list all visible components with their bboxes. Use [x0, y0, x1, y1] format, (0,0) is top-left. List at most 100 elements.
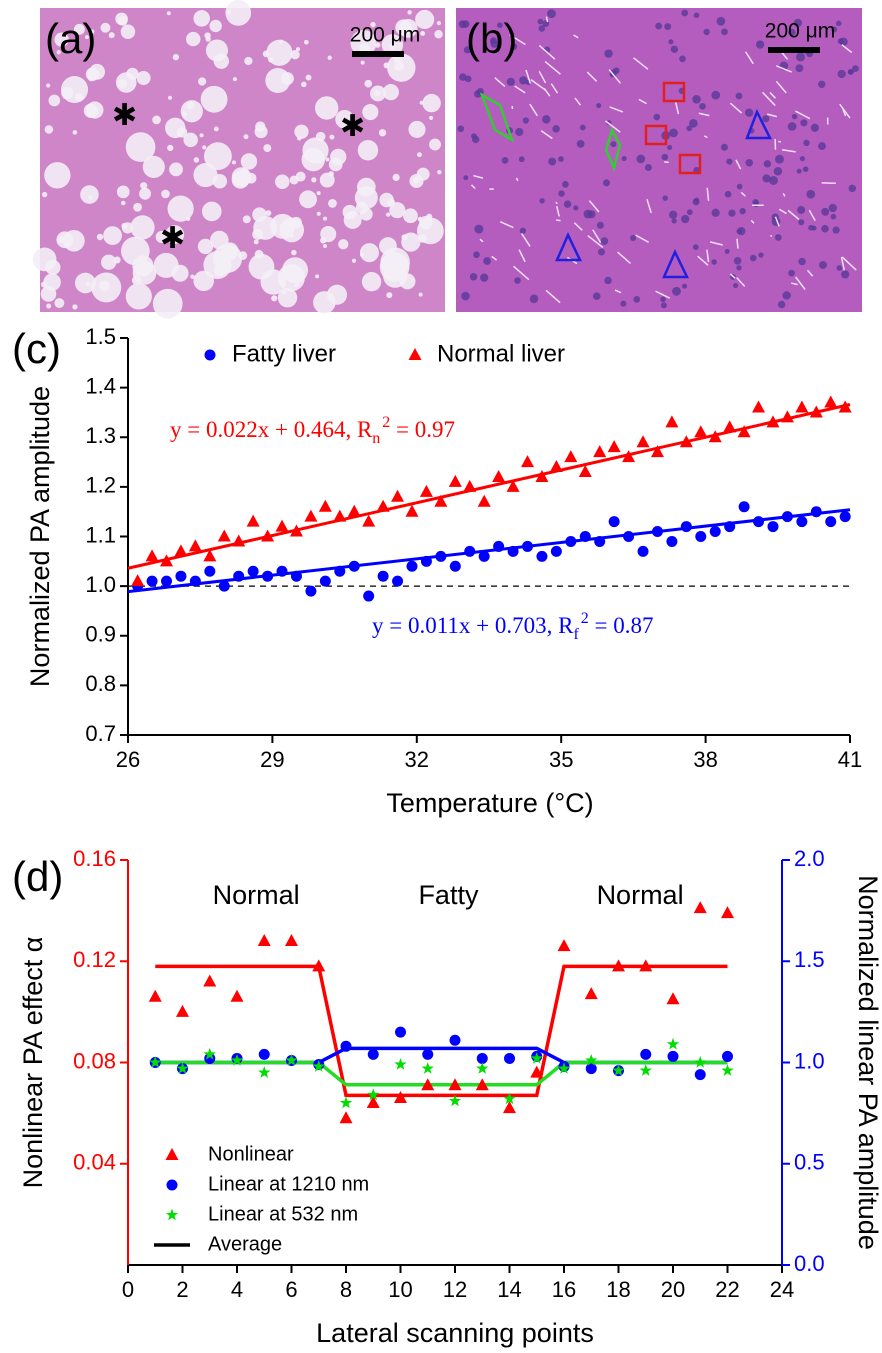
nucleus: [839, 37, 848, 46]
point: [394, 1058, 407, 1070]
diamond: [479, 92, 515, 143]
droplet: [291, 249, 297, 256]
point: [721, 1064, 734, 1076]
nucleus: [668, 39, 674, 45]
nucleus: [552, 125, 560, 133]
nucleus: [711, 259, 717, 265]
point: [639, 1064, 652, 1076]
point: [189, 575, 201, 587]
sinusoid: [806, 269, 814, 277]
point: [419, 484, 433, 497]
nucleus: [832, 226, 840, 234]
droplet: [279, 39, 284, 44]
droplet: [212, 174, 228, 189]
nucleus: [679, 55, 686, 63]
droplet: [58, 236, 65, 243]
droplet: [320, 226, 337, 243]
droplet: [394, 60, 405, 71]
x-tick-label: 10: [388, 1277, 412, 1302]
droplet: [152, 115, 161, 125]
droplet: [41, 191, 48, 198]
point: [721, 906, 734, 919]
nucleus: [739, 207, 746, 215]
x-tick-label: 35: [549, 747, 573, 772]
sinusoid: [778, 208, 787, 215]
droplet: [422, 93, 441, 113]
droplet: [120, 24, 136, 40]
sinusoid: [761, 91, 776, 107]
point: [650, 445, 664, 458]
sinusoid: [782, 192, 786, 197]
image-b: (b) 200 μm: [456, 8, 862, 312]
y2-tick-label: 1.5: [794, 947, 825, 972]
droplet: [205, 39, 228, 62]
droplet: [209, 19, 222, 33]
droplet: [140, 182, 148, 190]
lipid-droplets: [32, 0, 444, 319]
y-tick-label: 0.04: [73, 1150, 116, 1175]
nucleus: [686, 209, 693, 216]
droplet: [315, 131, 326, 142]
nucleus: [736, 183, 743, 190]
droplet: [179, 127, 185, 133]
point: [464, 545, 476, 557]
point: [391, 489, 405, 502]
droplet: [319, 172, 335, 188]
point: [639, 959, 653, 972]
droplet: [142, 155, 165, 179]
point: [312, 959, 326, 972]
nucleus: [518, 156, 525, 163]
point: [584, 987, 598, 1000]
fit-text: y = 0.011x + 0.703, R: [372, 613, 574, 638]
droplet: [132, 261, 157, 285]
sinusoid: [791, 282, 798, 286]
point: [839, 511, 851, 523]
nucleus: [720, 143, 728, 151]
droplet: [327, 55, 332, 60]
sinusoid: [586, 71, 598, 82]
point: [666, 1037, 680, 1050]
droplet: [240, 153, 258, 170]
nucleus: [716, 16, 726, 26]
x-tick-label: 18: [606, 1277, 630, 1302]
point: [339, 1096, 353, 1109]
nucleus: [510, 43, 518, 50]
legend-marker: [165, 1148, 179, 1160]
nucleus: [837, 69, 846, 79]
droplet: [48, 94, 61, 107]
nucleus: [473, 251, 480, 259]
droplet: [80, 185, 99, 204]
droplet: [202, 145, 207, 150]
y-tick-label: 1.5: [85, 324, 116, 349]
nucleus: [610, 141, 617, 148]
x-tick-label: 26: [116, 747, 140, 772]
nucleus: [479, 273, 489, 282]
nucleus: [782, 291, 791, 300]
nucleus: [699, 102, 706, 110]
droplet: [303, 39, 309, 45]
point: [232, 534, 246, 547]
nucleus: [522, 117, 530, 124]
droplet: [362, 103, 379, 121]
point: [204, 565, 216, 577]
point: [334, 565, 346, 577]
droplet: [420, 31, 426, 36]
point: [131, 574, 145, 587]
sinusoid: [494, 77, 506, 88]
point: [693, 901, 707, 914]
y-tick-label: 1.4: [85, 373, 116, 398]
droplet: [281, 72, 294, 85]
droplet: [44, 125, 54, 134]
panel-label: (d): [12, 853, 63, 900]
sinusoid: [573, 222, 583, 231]
sinusoid: [646, 199, 652, 214]
nucleus: [811, 225, 817, 231]
point: [680, 521, 692, 533]
droplet: [392, 173, 400, 182]
nucleus: [592, 292, 601, 301]
point: [463, 479, 477, 492]
point: [305, 585, 317, 597]
region-label: Fatty: [418, 880, 479, 910]
sinusoid: [470, 184, 476, 190]
y-tick-label: 1.3: [85, 423, 116, 448]
